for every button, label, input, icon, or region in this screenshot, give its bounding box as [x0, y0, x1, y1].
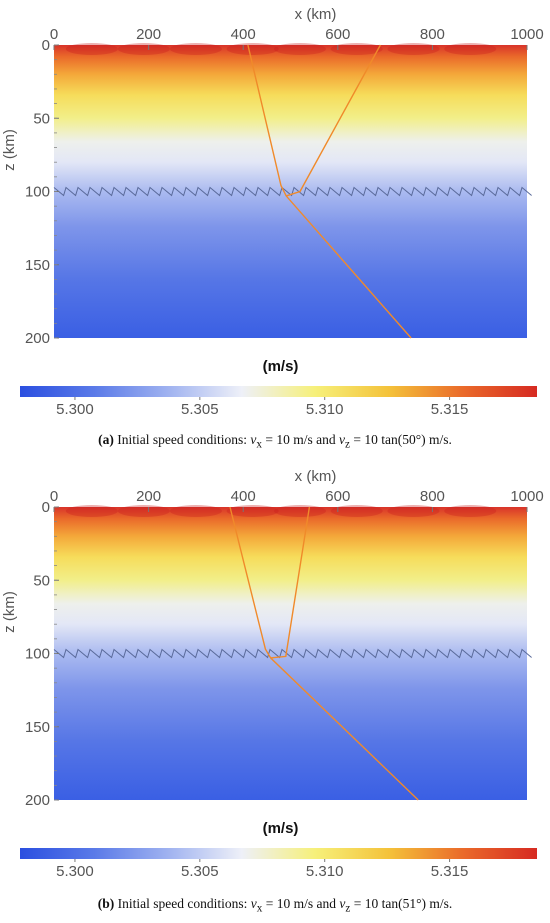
figure-a-vx: 10 — [276, 432, 290, 447]
figure-a-x-axis-label: x (km) — [295, 6, 337, 23]
figure-b-vx: 10 — [276, 896, 291, 911]
figure-b-plot: 0 200 400 600 800 1000 x (km) 0 50 100 150 200 z (km… — [1, 468, 544, 880]
figure-a-surface-blob — [169, 43, 222, 55]
figure-a-x-tick-label: 600 — [325, 26, 350, 43]
figure-b-surface-blob — [387, 505, 440, 517]
figure-b-x-tick-label: 1000 — [510, 488, 543, 505]
figure-b-y-tick-label: 200 — [25, 792, 50, 809]
figure-a-plot: 0 200 400 600 800 1000 x (km) 0 50 100 150 200 z (km… — [1, 6, 544, 418]
figure-b-caption-text: Initial speed conditions: — [117, 896, 251, 911]
figure-a-y-tick-label: 100 — [25, 184, 50, 201]
figure-a-y-axis-label: z (km) — [1, 129, 18, 171]
figure-a-surface-blob — [387, 43, 440, 55]
figure-a-colorbar — [20, 386, 537, 397]
figure-b-caption: (b) Initial speed conditions: vx = 10 m/… — [97, 896, 453, 915]
figure-b-ray-0 — [229, 506, 419, 801]
figure-b-colorbar — [20, 848, 537, 859]
figure-b-x-tick-label: 200 — [136, 488, 161, 505]
figure-b-colorbar-tick-label: 5.315 — [431, 863, 469, 880]
figure-a-surface-blob — [273, 43, 326, 55]
figure-b-colorbar-label: (m/s) — [263, 820, 299, 837]
figure-a-y-tick-label: 200 — [25, 330, 50, 347]
figure-a-vz-angle: 50 — [402, 432, 416, 447]
figure-b-surface-blob — [444, 505, 497, 517]
figure-a-tag: (a) — [98, 432, 114, 447]
figure-a-ray-0 — [247, 44, 412, 339]
figure-b-tag: (b) — [97, 896, 115, 911]
figure-b-colorbar-tick-label: 5.305 — [181, 863, 219, 880]
figure-a-colorbar-label: (m/s) — [263, 358, 299, 375]
figure-b-ray-1 — [270, 506, 311, 659]
figure-a-colorbar-tick-label: 5.310 — [306, 401, 344, 418]
figure-b-y-tick-label: 50 — [33, 572, 50, 589]
figure-b-surface-blob — [117, 505, 170, 517]
figure-a-x-tick-label: 0 — [50, 26, 58, 43]
figure-b-y-tick-label: 100 — [25, 646, 50, 663]
figure-a-caption: (a) Initial speed conditions: vx = 10 m/… — [98, 432, 452, 451]
figure-b-x-tick-label: 0 — [50, 488, 58, 505]
figure-a-x-tick-label: 800 — [420, 26, 445, 43]
figure-a-x-tick-label: 1000 — [510, 26, 543, 43]
figure-a-y-tick-label: 0 — [42, 37, 50, 54]
figure-b-surface-blob — [169, 505, 222, 517]
figure-a-surface-blob — [117, 43, 170, 55]
figure-b-y-axis-label: z (km) — [1, 591, 18, 633]
figure-a-caption-text: Initial speed conditions: — [117, 432, 251, 447]
figure-a-y-tick-label: 150 — [25, 257, 50, 274]
figure-a-colorbar-tick-label: 5.305 — [181, 401, 219, 418]
figure-a-x-tick-label: 200 — [136, 26, 161, 43]
figure-a-colorbar-tick-label: 5.300 — [56, 401, 94, 418]
figure-a-surface-blob — [226, 43, 279, 55]
figure-a-ray-1 — [285, 44, 382, 197]
figure-a-y-tick-label: 50 — [33, 110, 50, 127]
figure-a: 0 200 400 600 800 1000 x (km) 0 50 100 150 200 z (km… — [0, 0, 550, 461]
figure-b-heat-field — [54, 507, 527, 800]
figure-b-interface-line — [53, 648, 532, 659]
figure-a-interface-line — [53, 186, 532, 197]
figure-a-surface-blob — [330, 43, 383, 55]
figure-b-y-tick-label: 150 — [25, 719, 50, 736]
figure-b-vz-angle: 51 — [402, 896, 417, 911]
figure-b-colorbar-tick-label: 5.310 — [306, 863, 344, 880]
figure-a-heat-field — [54, 45, 527, 338]
figure-b-x-tick-label: 800 — [420, 488, 445, 505]
figure-b-x-tick-label: 400 — [231, 488, 256, 505]
figure-b-surface-blob — [330, 505, 383, 517]
figure-a-colorbar-tick-label: 5.315 — [431, 401, 469, 418]
figure-b-x-axis-label: x (km) — [295, 468, 337, 485]
figure-b-colorbar-tick-label: 5.300 — [56, 863, 94, 880]
figure-a-surface-blob — [65, 43, 118, 55]
figure-b: 0 200 400 600 800 1000 x (km) 0 50 100 150 200 z (km… — [0, 462, 550, 923]
figure-b-surface-blob — [273, 505, 326, 517]
figure-b-x-tick-label: 600 — [325, 488, 350, 505]
figure-b-surface-blob — [65, 505, 118, 517]
figure-a-x-tick-label: 400 — [231, 26, 256, 43]
figure-b-y-tick-label: 0 — [42, 499, 50, 516]
figure-a-surface-blob — [444, 43, 497, 55]
figure-b-surface-blob — [226, 505, 279, 517]
